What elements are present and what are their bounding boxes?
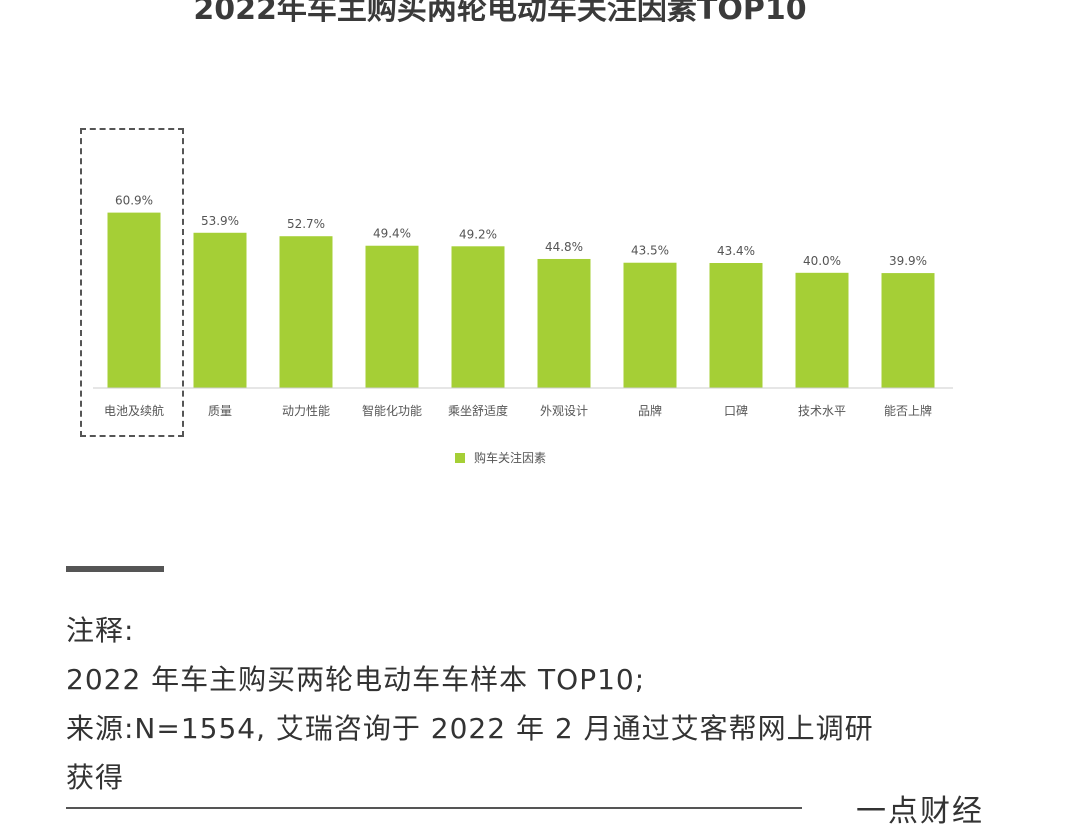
footer-divider bbox=[66, 807, 802, 809]
bar bbox=[537, 258, 591, 388]
bar bbox=[451, 246, 505, 388]
category-label: 质量 bbox=[208, 404, 232, 418]
category-label: 外观设计 bbox=[540, 404, 588, 418]
bar bbox=[709, 263, 763, 388]
notes-line-3: 获得 bbox=[66, 761, 125, 794]
section-divider bbox=[66, 566, 164, 572]
bar bbox=[623, 262, 677, 388]
legend: 购车关注因素 bbox=[455, 450, 546, 465]
bars-layer: 60.9% 电池及续航 53.9% 质量 52.7% 动力性能 49.4% 智能化功能 49.2… bbox=[104, 194, 935, 418]
bar bbox=[193, 232, 247, 388]
bar-value-label: 39.9% bbox=[889, 254, 927, 268]
highlight-box bbox=[80, 128, 184, 437]
bar-value-label: 40.0% bbox=[803, 254, 841, 268]
bar bbox=[795, 272, 849, 388]
chart-title: 2022年车主购买两轮电动车关注因素TOP10 bbox=[193, 0, 807, 27]
category-label: 口碑 bbox=[724, 403, 748, 418]
bar-value-label: 53.9% bbox=[201, 214, 239, 228]
bar-value-label: 44.8% bbox=[545, 240, 583, 254]
category-label: 电池及续航 bbox=[104, 403, 164, 418]
category-label: 品牌 bbox=[638, 404, 662, 418]
brand-name: 一点财经 bbox=[856, 794, 984, 829]
notes-line-2: 来源:N=1554, 艾瑞咨询于 2022 年 2 月通过艾客帮网上调研 bbox=[66, 712, 874, 745]
bar-value-label: 49.2% bbox=[459, 227, 497, 241]
bar-chart: 60.9% 电池及续航 53.9% 质量 52.7% 动力性能 49.4% 智能化功能 49.2… bbox=[93, 194, 953, 465]
notes-line-1: 2022 年车主购买两轮电动车车样本 TOP10; bbox=[66, 663, 646, 696]
bar-value-label: 43.4% bbox=[717, 244, 755, 258]
category-label: 技术水平 bbox=[798, 404, 846, 418]
bar-value-label: 52.7% bbox=[287, 217, 325, 231]
legend-swatch bbox=[455, 453, 465, 463]
bar-value-label: 49.4% bbox=[373, 227, 411, 241]
bar bbox=[365, 245, 419, 388]
bar bbox=[279, 236, 333, 388]
notes-heading: 注释: bbox=[66, 614, 135, 647]
category-label: 乘坐舒适度 bbox=[448, 403, 508, 418]
category-label: 动力性能 bbox=[282, 404, 330, 418]
category-label: 智能化功能 bbox=[362, 403, 422, 418]
notes-block: 注释: 2022 年车主购买两轮电动车车样本 TOP10; 来源:N=1554,… bbox=[66, 606, 1016, 802]
bar-value-label: 60.9% bbox=[115, 194, 153, 208]
bar-value-label: 43.5% bbox=[631, 244, 669, 258]
legend-label: 购车关注因素 bbox=[474, 450, 546, 465]
category-label: 能否上牌 bbox=[884, 404, 932, 418]
bar bbox=[107, 212, 161, 388]
bar bbox=[881, 273, 935, 388]
